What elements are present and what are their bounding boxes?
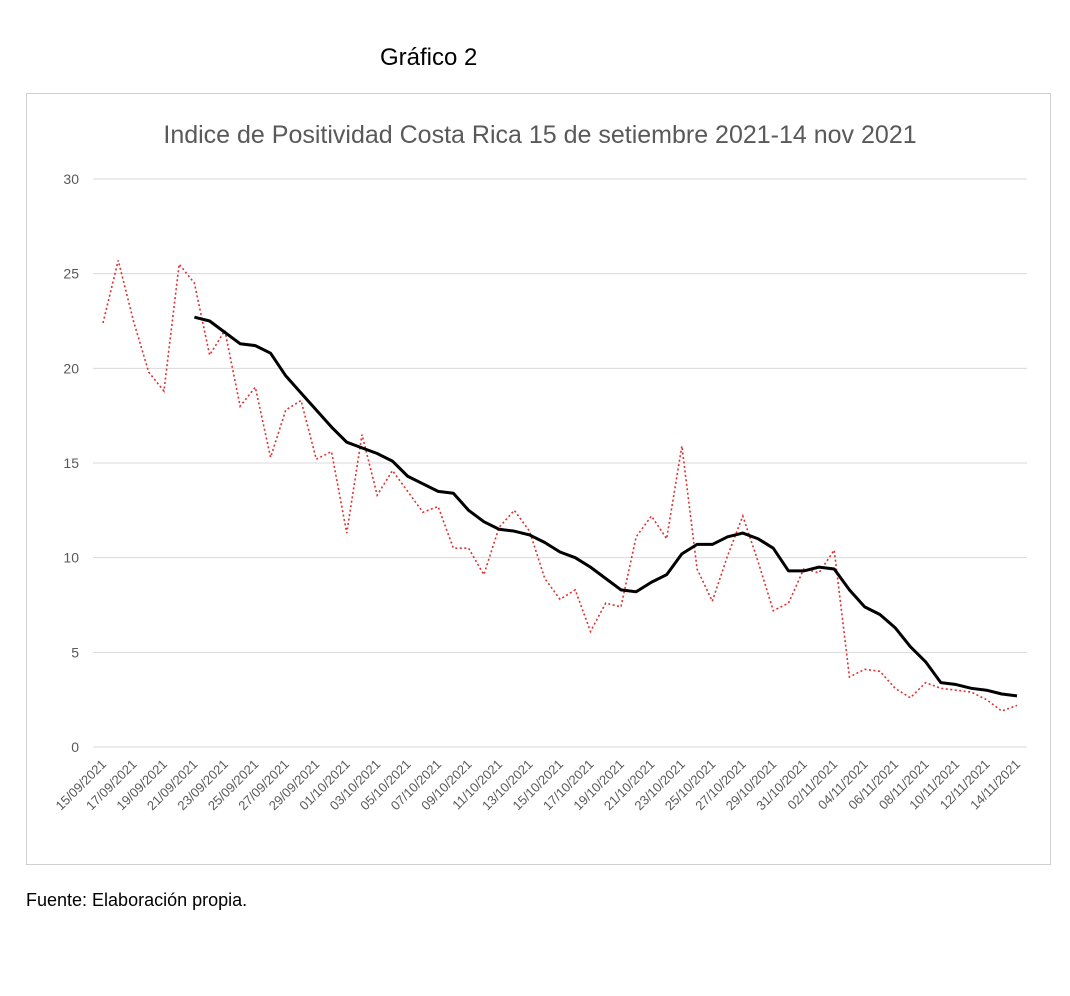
y-tick-label: 20 xyxy=(63,360,79,376)
figure-title: Gráfico 2 xyxy=(380,44,478,71)
line-chart: Indice de Positividad Costa Rica 15 de s… xyxy=(52,121,1027,814)
series-lines xyxy=(102,260,1018,712)
source-note: Fuente: Elaboración propia. xyxy=(26,890,248,910)
series-line-daily xyxy=(102,260,1018,712)
y-axis-ticks: 0 5 10 15 20 25 30 xyxy=(63,171,79,755)
x-axis-ticks: 15/09/202117/09/202119/09/202121/09/2021… xyxy=(52,757,1023,814)
y-tick-label: 5 xyxy=(71,644,79,660)
series-line-moving-average xyxy=(194,315,1018,698)
y-tick-label: 30 xyxy=(63,171,79,187)
chart-frame: Indice de Positividad Costa Rica 15 de s… xyxy=(26,93,1051,865)
y-tick-label: 15 xyxy=(63,455,79,471)
y-tick-label: 10 xyxy=(63,550,79,566)
gridlines xyxy=(93,178,1027,748)
y-tick-label: 0 xyxy=(71,739,79,755)
chart-title: Indice de Positividad Costa Rica 15 de s… xyxy=(163,121,916,149)
y-tick-label: 25 xyxy=(63,266,79,282)
